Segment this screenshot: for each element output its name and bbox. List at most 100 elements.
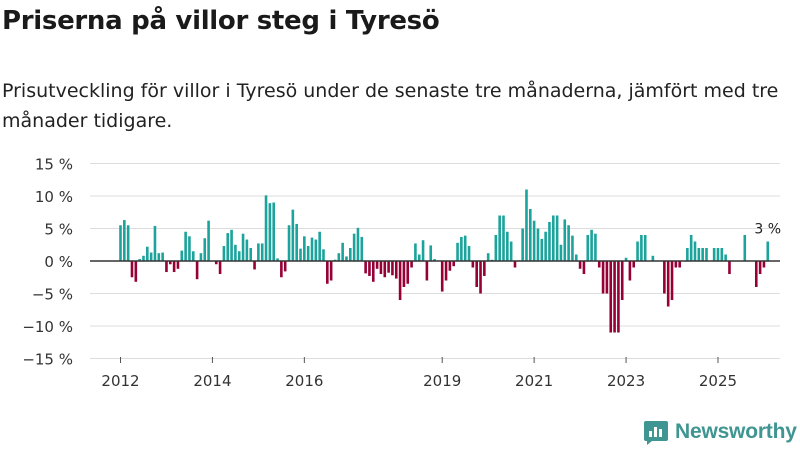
bar [582, 261, 586, 274]
bar [559, 244, 563, 261]
bar [448, 261, 452, 271]
bar [138, 259, 141, 261]
bar [728, 261, 731, 274]
bar [375, 261, 379, 269]
bar [460, 236, 463, 261]
bar [149, 252, 153, 261]
bar [456, 242, 459, 261]
bar [632, 261, 636, 268]
bar [245, 239, 249, 261]
bar [532, 220, 536, 261]
bar [613, 261, 616, 333]
bar [674, 261, 678, 268]
x-tick-label: 2023 [607, 372, 645, 390]
bar [257, 243, 260, 261]
bar [502, 215, 505, 261]
bar [322, 249, 325, 261]
bar [693, 241, 697, 261]
x-tick-label: 2021 [515, 372, 553, 390]
bar [371, 261, 375, 282]
bar [410, 261, 413, 268]
bar [406, 261, 410, 284]
bar [716, 248, 720, 261]
bar [391, 261, 394, 276]
bar [126, 225, 130, 261]
bar [620, 261, 624, 300]
bar [130, 261, 134, 278]
bar [544, 231, 547, 261]
bar [479, 261, 482, 294]
chart-title: Priserna på villor steg i Tyresö [2, 6, 440, 36]
bar [483, 261, 486, 276]
bar [429, 245, 433, 261]
bar [402, 261, 406, 287]
bar [475, 261, 478, 287]
bar [394, 261, 398, 279]
bar [195, 261, 199, 280]
bar [364, 261, 367, 274]
bar [494, 235, 498, 261]
bar [387, 261, 390, 273]
bar [624, 257, 628, 261]
bar [352, 233, 356, 261]
bar [586, 235, 590, 261]
bar [689, 235, 693, 261]
bar [379, 261, 383, 274]
bar [295, 223, 298, 261]
bar [119, 225, 122, 261]
bar [506, 231, 509, 261]
x-tick-label: 2016 [285, 372, 323, 390]
bar [678, 261, 681, 268]
bar [578, 261, 582, 269]
last-value-annotation: 3 % [754, 222, 781, 238]
bar [563, 219, 567, 261]
bar [356, 227, 360, 261]
bar [724, 254, 727, 261]
bar [433, 259, 436, 261]
bar [260, 243, 264, 261]
bar [249, 248, 253, 261]
bar [571, 235, 574, 261]
bar [314, 239, 318, 261]
bar [341, 242, 344, 261]
bar [368, 261, 371, 276]
bar [337, 253, 341, 261]
bar [452, 261, 456, 267]
bar [272, 202, 275, 261]
bar [349, 248, 352, 261]
bar [594, 233, 597, 261]
bar [280, 261, 283, 278]
bar [521, 228, 524, 261]
bar [199, 253, 203, 261]
bar [287, 225, 291, 261]
bar [176, 261, 180, 269]
bar [525, 189, 528, 261]
bar [444, 261, 448, 281]
y-tick-label: −5 % [32, 286, 73, 304]
bar [253, 261, 256, 270]
bar [345, 256, 348, 261]
bar [540, 238, 544, 261]
y-tick-label: −15 % [22, 351, 73, 369]
y-tick-label: 10 % [35, 188, 73, 206]
bar [180, 250, 184, 261]
bar [268, 203, 272, 261]
bar [758, 261, 762, 274]
bar [218, 261, 222, 274]
bar [318, 231, 321, 261]
bar [234, 244, 237, 261]
x-tick-label: 2012 [101, 372, 139, 390]
bar [601, 261, 605, 294]
bar [360, 236, 364, 261]
bar [701, 248, 704, 261]
bar [184, 231, 187, 261]
bar [303, 236, 306, 261]
bar [628, 261, 632, 281]
newsworthy-logo-icon [644, 421, 668, 445]
bar [567, 225, 570, 261]
bar [590, 229, 593, 261]
chart-subtitle: Prisutveckling för villor i Tyresö under… [2, 80, 779, 132]
bar [306, 246, 310, 261]
newsworthy-logo: Newsworthy [643, 419, 797, 445]
bar [157, 253, 161, 261]
